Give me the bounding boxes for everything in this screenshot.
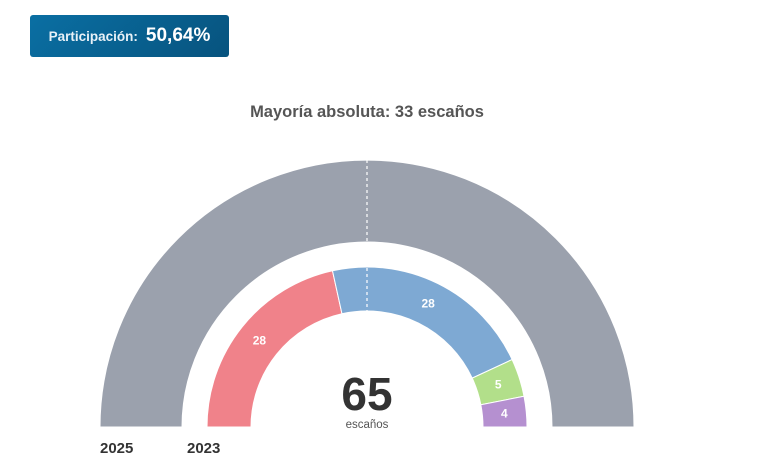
participation-label: Participación: <box>48 28 138 44</box>
arc-2023-3 <box>480 395 528 428</box>
seat-label: 5 <box>495 377 502 391</box>
ring-label-2023: 2023 <box>187 440 220 457</box>
total-seats: 65 <box>341 368 392 420</box>
seat-label: 28 <box>421 296 435 310</box>
seat-label: 4 <box>501 407 508 421</box>
seat-label: 28 <box>253 334 267 348</box>
participation-badge: Participación: 50,64% <box>30 15 229 57</box>
total-seats-label: escaños <box>346 419 389 431</box>
arc-2025-0 <box>99 159 635 428</box>
chart-title: Mayoría absoluta: 33 escaños <box>250 103 484 121</box>
participation-value: 50,64% <box>145 25 211 46</box>
ring-label-2025: 2025 <box>100 440 133 457</box>
